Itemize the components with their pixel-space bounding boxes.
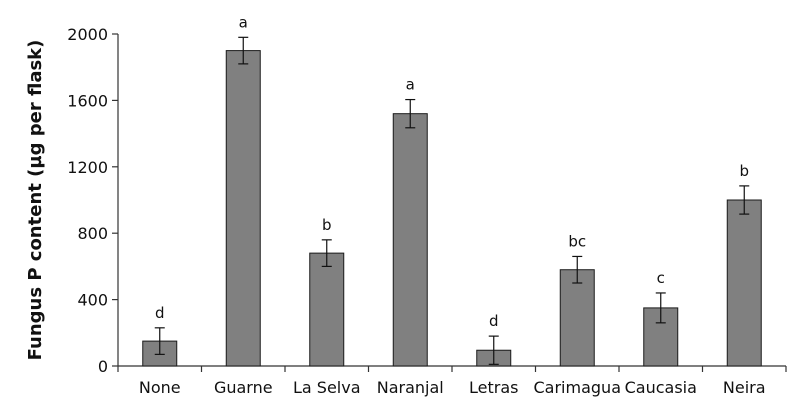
y-axis-label: Fungus P content (µg per flask) bbox=[25, 40, 46, 361]
x-tick-label: La Selva bbox=[293, 378, 361, 397]
significance-label: bc bbox=[568, 232, 586, 250]
y-tick-label: 400 bbox=[77, 291, 108, 310]
error-bar bbox=[488, 335, 499, 365]
error-bar bbox=[154, 327, 165, 355]
significance-label: b bbox=[739, 162, 749, 180]
significance-label: d bbox=[155, 304, 165, 322]
significance-label: d bbox=[489, 312, 499, 330]
bar bbox=[559, 269, 595, 367]
bar bbox=[225, 50, 261, 367]
y-tick-label: 1600 bbox=[67, 91, 108, 110]
significance-label: c bbox=[657, 269, 665, 287]
y-tick-label: 800 bbox=[77, 224, 108, 243]
bars: d a b a d bc c b bbox=[142, 13, 762, 367]
x-tick-label: Carimagua bbox=[534, 378, 622, 397]
y-tick-label: 1200 bbox=[67, 158, 108, 177]
x-tick-label: Letras bbox=[469, 378, 518, 397]
bar bbox=[392, 113, 428, 367]
significance-label: a bbox=[406, 76, 415, 94]
error-bar bbox=[739, 185, 750, 215]
x-tick-label: Neira bbox=[723, 378, 766, 397]
significance-label: a bbox=[239, 13, 248, 31]
error-bar bbox=[238, 36, 249, 65]
x-axis: None Guarne La Selva Naranjal Letras Carimagu… bbox=[117, 365, 787, 397]
error-bar bbox=[572, 255, 583, 284]
y-axis: 0 400 800 1200 1600 2000 bbox=[67, 25, 119, 376]
x-tick-label: Guarne bbox=[214, 378, 273, 397]
bar bbox=[726, 199, 762, 367]
bar bbox=[309, 252, 345, 367]
significance-label: b bbox=[322, 216, 332, 234]
error-bar bbox=[405, 98, 416, 129]
x-tick-label: None bbox=[139, 378, 181, 397]
x-tick-label: Naranjal bbox=[377, 378, 444, 397]
error-bar bbox=[321, 239, 332, 267]
error-bar bbox=[655, 292, 666, 324]
y-tick-label: 2000 bbox=[67, 25, 108, 44]
y-tick-label: 0 bbox=[98, 357, 108, 376]
x-tick-label: Caucasia bbox=[625, 378, 697, 397]
